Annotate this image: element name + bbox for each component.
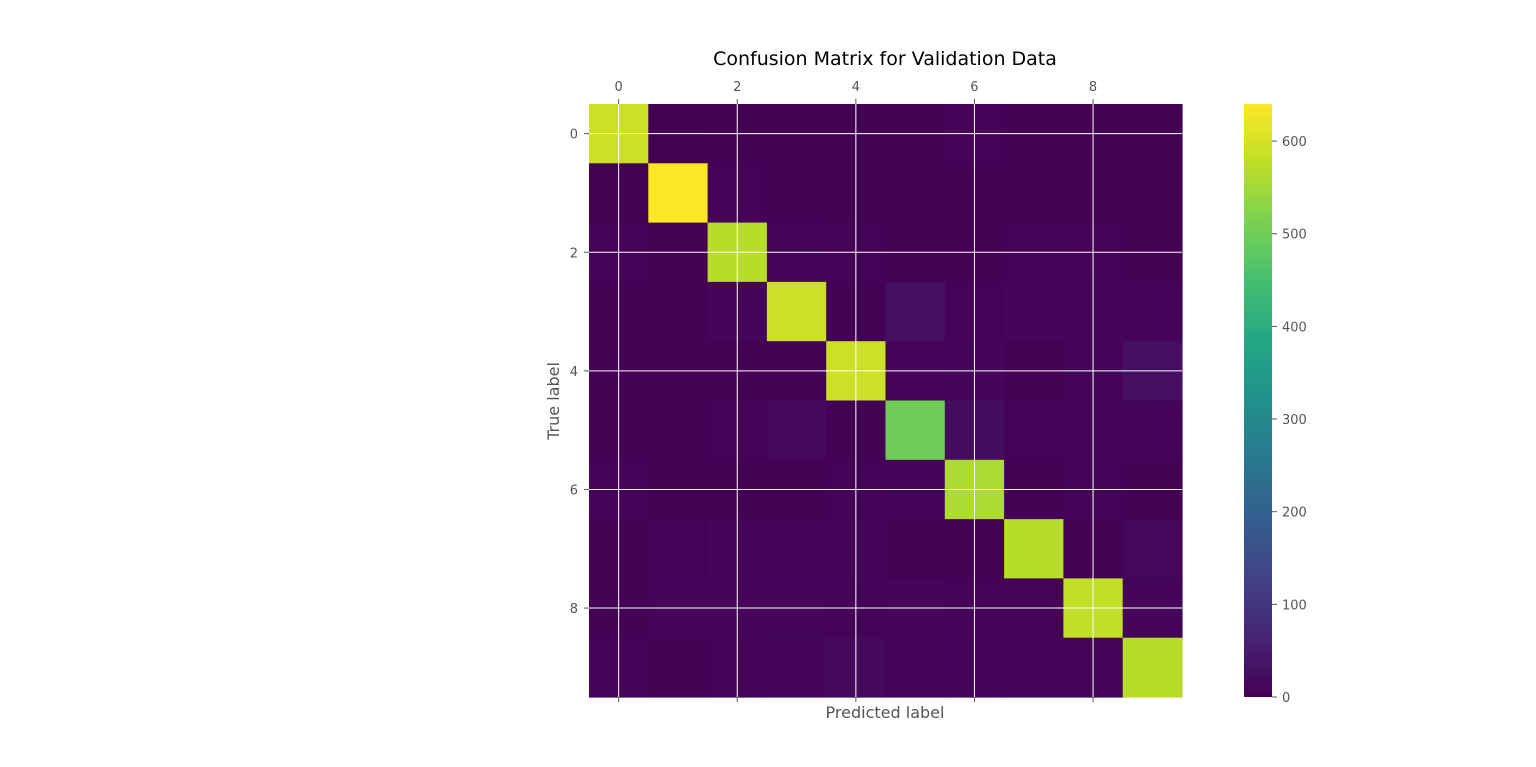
colorbar-tick-label-400: 400 [1282, 320, 1307, 335]
y-tick-label-0: 0 [570, 128, 578, 143]
colorbar-tick-label-500: 500 [1282, 228, 1307, 243]
heatmap-cell-7-9 [1122, 519, 1183, 579]
x-tick-label-0: 0 [615, 80, 623, 95]
y-tick-label-8: 8 [570, 602, 578, 617]
heatmap-cell-9-7 [1004, 637, 1064, 698]
heatmap-cell-5-9 [1122, 400, 1183, 461]
colorbar-tick-label-300: 300 [1282, 413, 1307, 428]
colorbar-tick-label-200: 200 [1282, 506, 1307, 521]
heatmap-cell-7-5 [885, 519, 946, 579]
x-tick-label-2: 2 [733, 80, 741, 95]
heatmap-cell-1-1 [648, 163, 709, 224]
grid-lines [589, 104, 1182, 697]
colorbar-tick-label-600: 600 [1282, 135, 1307, 150]
heatmap-cell-1-5 [885, 163, 946, 224]
heatmap-cell-5-7 [1004, 400, 1064, 461]
y-axis-ticks: 0 2 4 6 8 [570, 128, 589, 617]
chart-title: Confusion Matrix for Validation Data [713, 48, 1057, 70]
heatmap-cell-1-7 [1004, 163, 1064, 224]
y-tick-label-4: 4 [570, 365, 578, 380]
colorbar-tick-label-0: 0 [1282, 691, 1290, 706]
x-axis-label: Predicted label [826, 703, 945, 722]
y-tick-label-2: 2 [570, 246, 578, 261]
x-tick-label-6: 6 [970, 80, 978, 95]
heatmap-cell-7-1 [648, 519, 709, 579]
heatmap-cell-1-3 [766, 163, 827, 224]
heatmap-cell-9-5 [885, 637, 946, 698]
heatmap-cell-9-3 [766, 637, 827, 698]
colorbar-gradient [1244, 104, 1272, 697]
heatmap-cell-3-5 [885, 281, 946, 342]
heatmap-cell-5-3 [766, 400, 827, 461]
heatmap-cell-3-3 [766, 281, 827, 342]
heatmap-cell-5-5 [885, 400, 946, 461]
heatmap-cells [589, 104, 1183, 698]
heatmap-cell-5-1 [648, 400, 709, 461]
colorbar: 0 100 200 300 400 500 600 [1244, 104, 1307, 706]
heatmap-cell-7-7 [1004, 519, 1064, 579]
heatmap-cell-3-1 [648, 281, 709, 342]
y-tick-label-6: 6 [570, 483, 578, 498]
heatmap-cell-3-7 [1004, 281, 1064, 342]
x-tick-label-8: 8 [1089, 80, 1097, 95]
y-axis-label: True label [544, 362, 563, 441]
heatmap-cell-9-9 [1122, 637, 1183, 698]
heatmap-cell-1-9 [1122, 163, 1183, 224]
x-tick-label-4: 4 [852, 80, 860, 95]
colorbar-tick-label-100: 100 [1282, 598, 1307, 613]
heatmap-cell-7-3 [766, 519, 827, 579]
x-axis-ticks: 0 2 4 6 8 [615, 80, 1097, 702]
heatmap-cell-3-9 [1122, 281, 1183, 342]
heatmap-cell-9-1 [648, 637, 709, 698]
